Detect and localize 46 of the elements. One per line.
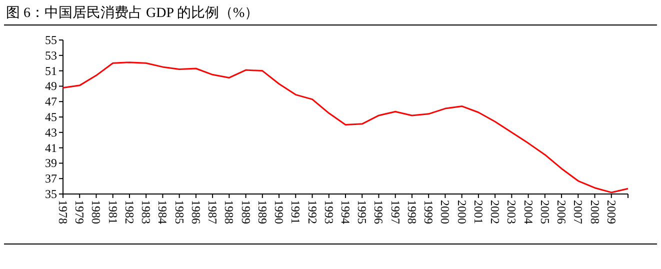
x-tick-label: 1994: [338, 200, 352, 224]
x-tick-label: 1983: [139, 200, 154, 224]
x-tick-label: 2009: [604, 200, 618, 224]
y-tick-label: 45: [45, 110, 57, 124]
x-tick-label: 1989: [238, 200, 253, 224]
x-tick-label: 1991: [288, 200, 303, 224]
x-tick-label: 1979: [72, 200, 87, 224]
y-tick-label: 37: [45, 172, 57, 186]
x-tick-label: 2001: [471, 200, 486, 224]
x-tick-label: 1987: [206, 200, 220, 224]
x-tick-label: 1988: [222, 200, 236, 224]
y-tick-label: 47: [45, 94, 57, 109]
x-tick-label: 2004: [521, 200, 536, 224]
x-tick-label: 2003: [504, 200, 519, 224]
x-tick-label: 2005: [538, 200, 552, 224]
y-tick-label: 55: [45, 33, 57, 47]
chart-title: 图 6：中国居民消费占 GDP 的比例（%）: [6, 5, 259, 21]
x-tick-label: 1986: [188, 200, 203, 224]
x-tick-label: 1997: [388, 200, 402, 224]
x-tick-label: 1984: [156, 200, 170, 224]
x-tick-label: 2007: [571, 200, 586, 224]
x-tick-label: 2002: [488, 200, 502, 224]
x-tick-label: 1978: [56, 200, 70, 224]
y-tick-label: 39: [45, 156, 57, 170]
x-tick-label: 1981: [106, 200, 120, 224]
x-tick-label: 1989: [255, 200, 270, 224]
x-tick-label: 1980: [89, 200, 104, 224]
x-tick-label: 1990: [272, 200, 286, 224]
x-tick-label: 1992: [305, 200, 320, 224]
x-tick-label: 1999: [422, 200, 436, 224]
y-tick-label: 35: [45, 187, 57, 201]
y-tick-label: 41: [45, 140, 57, 155]
x-tick-label: 1996: [372, 200, 386, 224]
y-tick-label: 51: [45, 64, 57, 78]
x-tick-label: 2000: [438, 200, 452, 224]
x-tick-label: 2006: [554, 200, 569, 224]
x-tick-label: 1998: [404, 200, 419, 224]
x-tick-label: 2000: [454, 200, 469, 224]
x-tick-label: 1995: [355, 200, 370, 224]
y-tick-label: 53: [45, 48, 57, 62]
x-tick-label: 1985: [172, 200, 186, 224]
x-tick-label: 1982: [122, 200, 136, 224]
y-tick-label: 43: [45, 125, 57, 140]
y-tick-label: 49: [45, 79, 57, 94]
x-tick-label: 1993: [322, 200, 336, 224]
x-tick-label: 2008: [588, 200, 602, 224]
